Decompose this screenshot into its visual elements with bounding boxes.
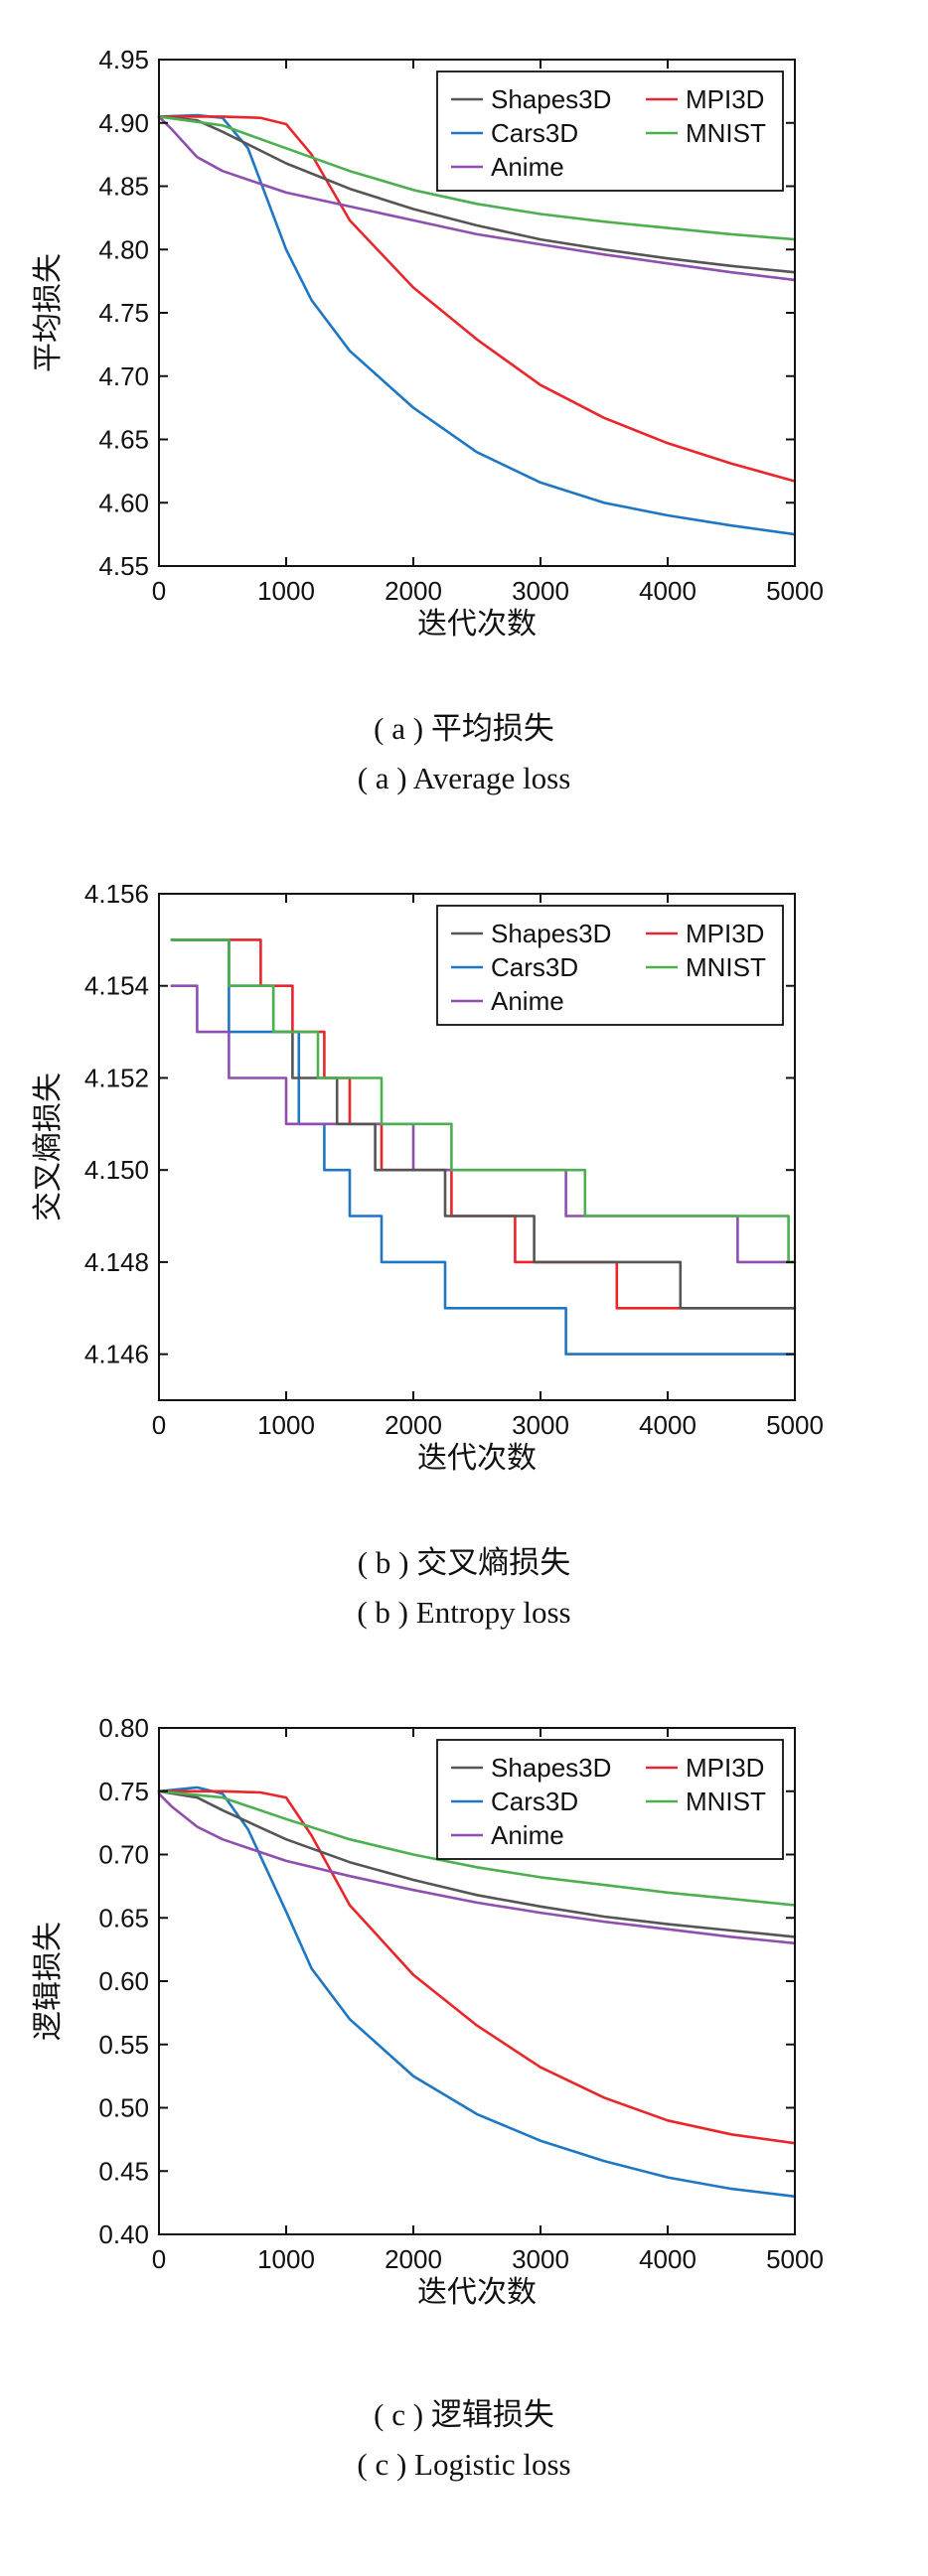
legend-label-shapes3d: Shapes3D: [491, 84, 611, 114]
series-line-shapes3d: [157, 1789, 797, 1938]
caption-b-cn: ( b ) 交叉熵损失: [357, 1545, 571, 1580]
x-tick-label: 1000: [257, 1410, 315, 1440]
entropy-loss-chart: 0 1000 2000 3000 4000 5000 4.146 4.148 4.150 4.15…: [32, 879, 824, 1475]
x-tick-label: 0: [152, 1410, 166, 1440]
y-tick-label: 4.85: [98, 172, 149, 202]
y-tick-label: 4.152: [84, 1063, 149, 1092]
y-tick-label: 0.80: [98, 1713, 149, 1743]
y-tick-label: 4.75: [98, 298, 149, 328]
legend-label-cars3d: Cars3D: [491, 952, 578, 982]
series-line-cars3d: [170, 938, 797, 1356]
y-tick-label: 4.156: [84, 879, 149, 909]
caption-a-en: ( a ) Average loss: [357, 761, 571, 795]
series-line-anime: [170, 984, 797, 1264]
x-tick-label: 5000: [766, 2244, 824, 2274]
x-tick-label: 3000: [512, 576, 569, 606]
x-tick-label: 0: [152, 2244, 166, 2274]
legend-label-shapes3d: Shapes3D: [491, 919, 611, 948]
legend-label-shapes3d: Shapes3D: [491, 1753, 611, 1783]
series-line-anime: [157, 115, 797, 282]
y-tick-label: 0.70: [98, 1840, 149, 1870]
logistic-loss-chart: 0 1000 2000 3000 4000 5000 0.40 0.45 0.50 0.55 0.6…: [32, 1713, 824, 2309]
x-tick-label: 2000: [385, 2244, 442, 2274]
series-line-mnist: [157, 1789, 797, 1907]
y-tick-label: 0.40: [98, 2219, 149, 2249]
legend-label-cars3d: Cars3D: [491, 118, 578, 148]
x-tick-label: 5000: [766, 576, 824, 606]
y-axis-label: 交叉熵损失: [32, 1073, 65, 1221]
y-tick-label: 4.148: [84, 1247, 149, 1277]
legend-box: [436, 71, 784, 192]
legend-box: [436, 1739, 784, 1860]
average-loss-chart: 0 1000 2000 3000 4000 5000 4.55 4.60 4.65 4.70 4.7…: [32, 45, 824, 641]
legend-box: [436, 905, 784, 1026]
x-tick-label: 1000: [257, 2244, 315, 2274]
x-tick-label: 4000: [639, 576, 696, 606]
legend-label-anime: Anime: [491, 152, 564, 182]
y-tick-label: 0.50: [98, 2093, 149, 2123]
x-tick-label: 0: [152, 576, 166, 606]
x-axis-label: 迭代次数: [417, 1442, 537, 1475]
legend-label-mpi3d: MPI3D: [686, 84, 764, 114]
x-tick-label: 3000: [512, 1410, 569, 1440]
y-tick-label: 4.150: [84, 1155, 149, 1185]
legend-label-anime: Anime: [491, 1820, 564, 1850]
legend-label-mnist: MNIST: [686, 952, 766, 982]
y-tick-label: 0.45: [98, 2156, 149, 2186]
legend-label-mpi3d: MPI3D: [686, 1753, 764, 1783]
y-tick-label: 0.55: [98, 2030, 149, 2060]
y-tick-label: 4.80: [98, 234, 149, 264]
caption-b-en: ( b ) Entropy loss: [357, 1595, 571, 1630]
y-tick-label: 4.70: [98, 361, 149, 391]
series-line-mpi3d: [157, 115, 797, 483]
series-line-mnist: [157, 115, 797, 241]
x-tick-label: 5000: [766, 1410, 824, 1440]
y-tick-label: 4.154: [84, 971, 149, 1001]
y-tick-label: 0.75: [98, 1777, 149, 1806]
caption-a-cn: ( a ) 平均损失: [374, 711, 554, 746]
x-axis-label: 迭代次数: [417, 608, 537, 641]
series-line-shapes3d: [157, 115, 797, 274]
x-tick-label: 1000: [257, 576, 315, 606]
legend-label-mnist: MNIST: [686, 1787, 766, 1816]
y-tick-label: 4.90: [98, 108, 149, 138]
y-axis-label: 平均损失: [32, 253, 65, 372]
y-tick-label: 4.65: [98, 425, 149, 455]
plot-frame: [158, 893, 796, 1401]
x-tick-label: 3000: [512, 2244, 569, 2274]
x-tick-label: 2000: [385, 576, 442, 606]
caption-c-en: ( c ) Logistic loss: [357, 2447, 571, 2482]
x-tick-label: 4000: [639, 1410, 696, 1440]
y-tick-label: 4.60: [98, 488, 149, 517]
x-tick-label: 4000: [639, 2244, 696, 2274]
y-tick-label: 4.95: [98, 45, 149, 74]
caption-c-cn: ( c ) 逻辑损失: [374, 2397, 554, 2432]
series-line-anime: [157, 1792, 797, 1945]
series-line-cars3d: [157, 113, 797, 536]
legend-label-mnist: MNIST: [686, 118, 766, 148]
y-tick-label: 0.65: [98, 1903, 149, 1932]
series-line-mpi3d: [157, 1789, 797, 2145]
y-tick-label: 4.146: [84, 1340, 149, 1369]
x-tick-label: 2000: [385, 1410, 442, 1440]
series-line-mnist: [170, 938, 797, 1264]
legend-label-anime: Anime: [491, 986, 564, 1016]
x-axis-label: 迭代次数: [417, 2276, 537, 2309]
y-tick-label: 0.60: [98, 1966, 149, 1996]
y-axis-label: 逻辑损失: [32, 1922, 65, 2041]
y-tick-label: 4.55: [98, 551, 149, 581]
legend-label-cars3d: Cars3D: [491, 1787, 578, 1816]
legend-label-mpi3d: MPI3D: [686, 919, 764, 948]
